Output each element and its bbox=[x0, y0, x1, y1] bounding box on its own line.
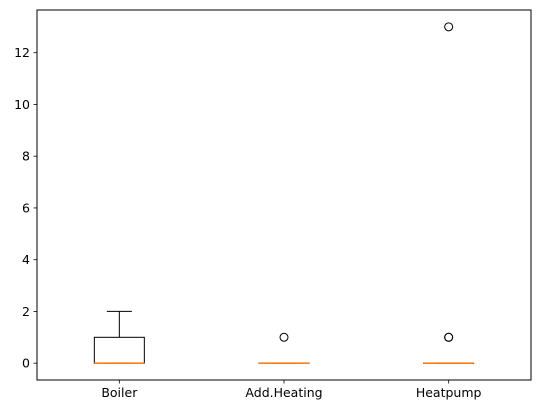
outlier-point bbox=[444, 22, 454, 32]
box-heatpump bbox=[423, 22, 475, 364]
y-tick-label: 4 bbox=[22, 252, 30, 267]
x-axis: Boiler Add.Heating Heatpump bbox=[101, 380, 482, 400]
y-tick-label: 12 bbox=[14, 45, 30, 60]
plot-marks bbox=[93, 22, 475, 364]
y-tick-label: 0 bbox=[22, 356, 30, 371]
y-tick-label: 10 bbox=[14, 97, 30, 112]
outlier-point bbox=[444, 332, 454, 342]
y-tick-label: 8 bbox=[22, 149, 30, 164]
plot-area bbox=[36, 9, 532, 381]
x-tick-label: Boiler bbox=[101, 385, 138, 400]
box-add-heating bbox=[258, 332, 310, 364]
y-tick-label: 6 bbox=[22, 200, 30, 215]
x-tick-label: Heatpump bbox=[416, 385, 482, 400]
box-boiler bbox=[93, 310, 145, 364]
y-tick-label: 2 bbox=[22, 304, 30, 319]
outlier-point bbox=[279, 332, 289, 342]
x-tick-label: Add.Heating bbox=[245, 385, 322, 400]
y-axis: 0 2 4 6 8 10 12 bbox=[14, 45, 37, 371]
